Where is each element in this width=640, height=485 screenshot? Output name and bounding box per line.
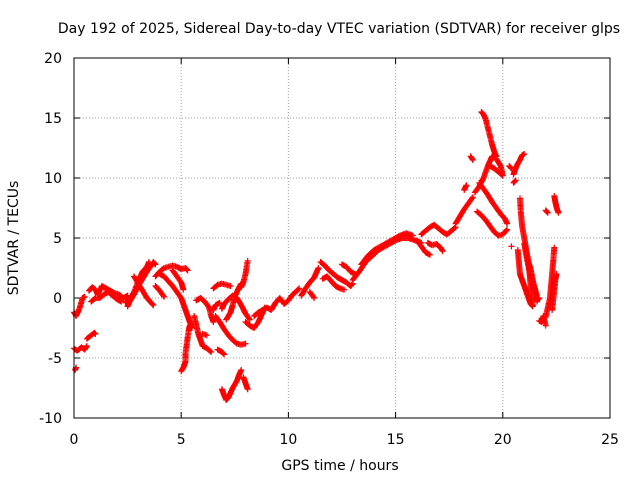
data-points <box>71 109 562 403</box>
y-tick-label: -10 <box>39 411 62 427</box>
chart-title: Day 192 of 2025, Sidereal Day-to-day VTE… <box>58 21 620 37</box>
y-tick-label: 0 <box>53 291 62 307</box>
x-tick-label: 10 <box>279 432 297 448</box>
y-tick-label: 10 <box>44 171 62 187</box>
x-tick-label: 5 <box>177 432 186 448</box>
y-axis-label: SDTVAR / TECUs <box>6 181 22 296</box>
x-tick-label: 25 <box>601 432 619 448</box>
y-tick-label: 5 <box>53 231 62 247</box>
y-tick-label: 15 <box>44 111 62 127</box>
plot-frame <box>73 57 611 419</box>
y-tick-label: 20 <box>44 51 62 67</box>
grid-lines <box>74 58 610 418</box>
x-tick-label: 15 <box>387 432 405 448</box>
y-tick-label: -5 <box>48 351 62 367</box>
x-axis-label: GPS time / hours <box>281 458 398 474</box>
axis-ticks: 0 5 10 15 20 25 -10 -5 0 5 10 15 20 <box>39 51 619 448</box>
sdtvar-points <box>71 109 562 403</box>
x-tick-label: 0 <box>70 432 79 448</box>
x-tick-label: 20 <box>494 432 512 448</box>
